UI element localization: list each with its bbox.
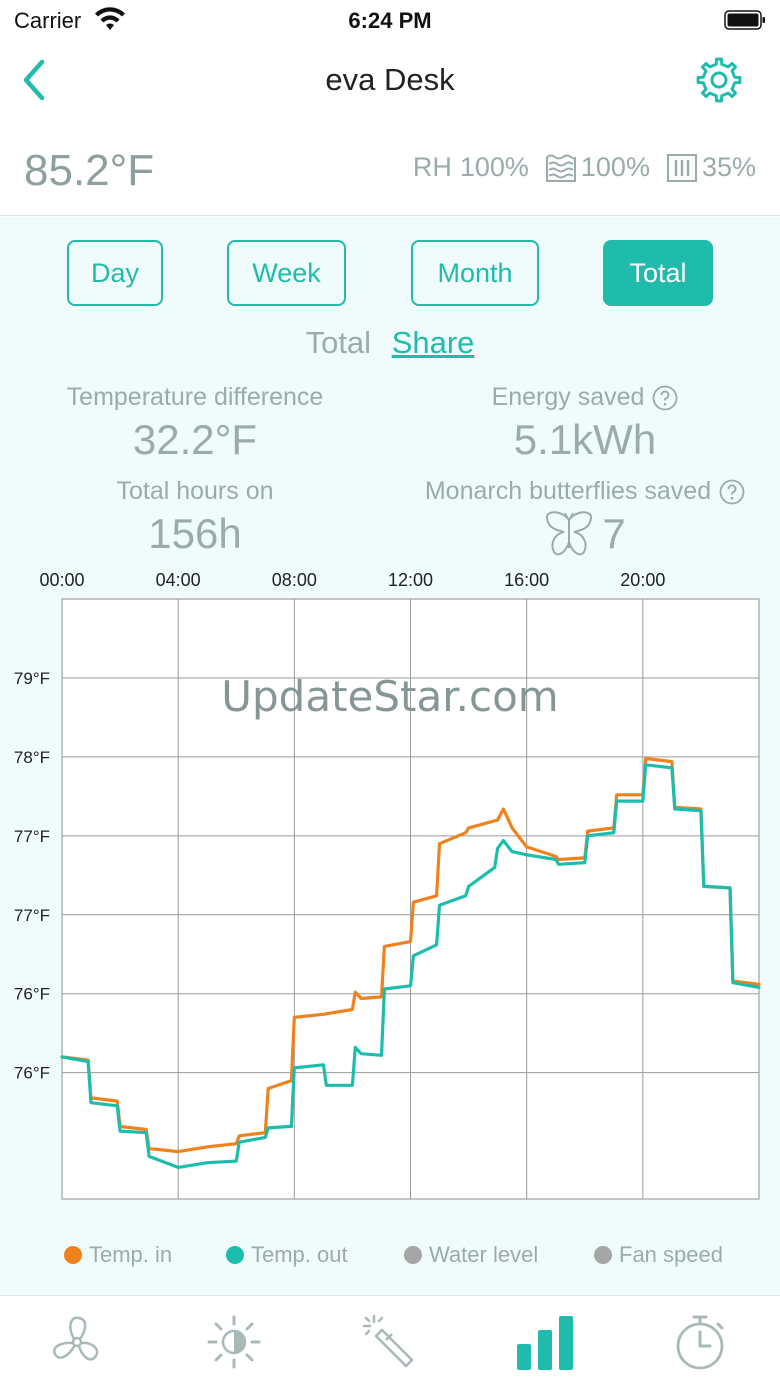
humidity-label: RH xyxy=(412,152,452,182)
legend-dot xyxy=(226,1246,244,1264)
humidity-readout: RH 100% xyxy=(413,152,529,183)
timer-icon[interactable] xyxy=(670,1312,730,1372)
stat-value: 32.2°F xyxy=(132,416,258,463)
stat-value: 5.1kWh xyxy=(513,416,657,463)
summary-readouts: RH 100% 100% 35% xyxy=(397,152,756,183)
wifi-icon xyxy=(95,7,125,30)
status-bar: Carrier 6:24 PM xyxy=(0,0,780,40)
legend-temp-in[interactable]: Temp. in xyxy=(64,1242,172,1268)
x-tick-label: 04:00 xyxy=(156,570,201,590)
temperature-difference-stat: Temperature difference 32.2°F xyxy=(20,383,370,464)
stat-label: Energy saved xyxy=(491,383,645,411)
chart-legend: Temp. in Temp. out Water level Fan speed xyxy=(0,1242,780,1272)
stat-value: 7 xyxy=(602,510,626,557)
y-tick-label: 77°F xyxy=(14,906,50,925)
current-temperature: 85.2°F xyxy=(24,146,155,195)
device-title: eva Desk xyxy=(325,62,455,97)
series-line-temp-out xyxy=(60,763,761,1170)
stat-label: Total hours on xyxy=(116,477,274,505)
nav-bar: eva Desk xyxy=(0,40,780,120)
x-tick-label: 12:00 xyxy=(388,570,433,590)
statistics-panel: Day Week Month Total Total Share Tempera… xyxy=(0,217,780,1295)
period-subheader: Total Share xyxy=(0,325,780,361)
bar-chart-icon[interactable] xyxy=(515,1312,575,1372)
period-tabs: Day Week Month Total xyxy=(0,240,780,306)
x-tick-label: 00:00 xyxy=(39,570,84,590)
energy-saved-stat: Energy saved 5.1kWh xyxy=(400,383,770,464)
water-level-readout: 100% xyxy=(545,152,650,183)
brightness-icon[interactable] xyxy=(204,1312,264,1372)
share-link[interactable]: Share xyxy=(391,325,475,360)
tab-day[interactable]: Day xyxy=(67,240,163,306)
magic-wand-icon[interactable] xyxy=(360,1312,420,1372)
legend-temp-out[interactable]: Temp. out xyxy=(226,1242,348,1268)
tab-week[interactable]: Week xyxy=(227,240,346,306)
y-tick-label: 79°F xyxy=(14,669,50,688)
x-tick-label: 08:00 xyxy=(272,570,317,590)
y-tick-label: 76°F xyxy=(14,985,50,1004)
summary-row: 85.2°F RH 100% 100% 35% xyxy=(0,120,780,216)
legend-water-level[interactable]: Water level xyxy=(404,1242,538,1268)
legend-label: Temp. in xyxy=(89,1242,173,1267)
battery-icon xyxy=(724,10,765,30)
tab-bar xyxy=(0,1295,780,1387)
fan-speed-icon xyxy=(666,153,697,182)
butterflies-stat: Monarch butterflies saved 7 xyxy=(400,477,770,558)
period-label: Total xyxy=(305,325,372,360)
help-icon[interactable] xyxy=(652,385,678,411)
help-icon[interactable] xyxy=(719,479,745,505)
fan-icon[interactable] xyxy=(47,1312,107,1372)
tab-total[interactable]: Total xyxy=(603,240,713,306)
tab-month[interactable]: Month xyxy=(411,240,539,306)
y-tick-label: 77°F xyxy=(14,827,50,846)
water-level-icon xyxy=(545,154,576,182)
butterfly-icon xyxy=(546,511,593,556)
watermark: UpdateStar.com xyxy=(221,672,558,721)
legend-label: Water level xyxy=(429,1242,539,1267)
fan-speed-value: 35% xyxy=(701,152,756,182)
stat-value: 156h xyxy=(148,510,242,557)
legend-dot xyxy=(594,1246,612,1264)
stat-label: Temperature difference xyxy=(66,383,324,411)
carrier-label: Carrier xyxy=(14,8,82,33)
y-tick-label: 78°F xyxy=(14,748,50,767)
legend-label: Temp. out xyxy=(251,1242,348,1267)
water-level-value: 100% xyxy=(580,152,650,182)
status-time: 6:24 PM xyxy=(348,8,432,33)
y-tick-label: 76°F xyxy=(14,1064,50,1083)
humidity-value: 100% xyxy=(459,152,529,182)
legend-fan-speed[interactable]: Fan speed xyxy=(594,1242,723,1268)
fan-speed-readout: 35% xyxy=(666,152,756,183)
stat-label: Monarch butterflies saved xyxy=(424,477,712,505)
x-tick-label: 16:00 xyxy=(504,570,549,590)
legend-dot xyxy=(404,1246,422,1264)
legend-label: Fan speed xyxy=(619,1242,723,1267)
temperature-chart: 00:00 04:00 08:00 12:00 16:00 20:00 79°F 78°F 77… xyxy=(14,570,761,1200)
gear-icon[interactable] xyxy=(694,55,744,105)
chevron-left-icon[interactable] xyxy=(20,58,50,102)
x-tick-label: 20:00 xyxy=(620,570,665,590)
legend-dot xyxy=(64,1246,82,1264)
hours-on-stat: Total hours on 156h xyxy=(20,477,370,558)
